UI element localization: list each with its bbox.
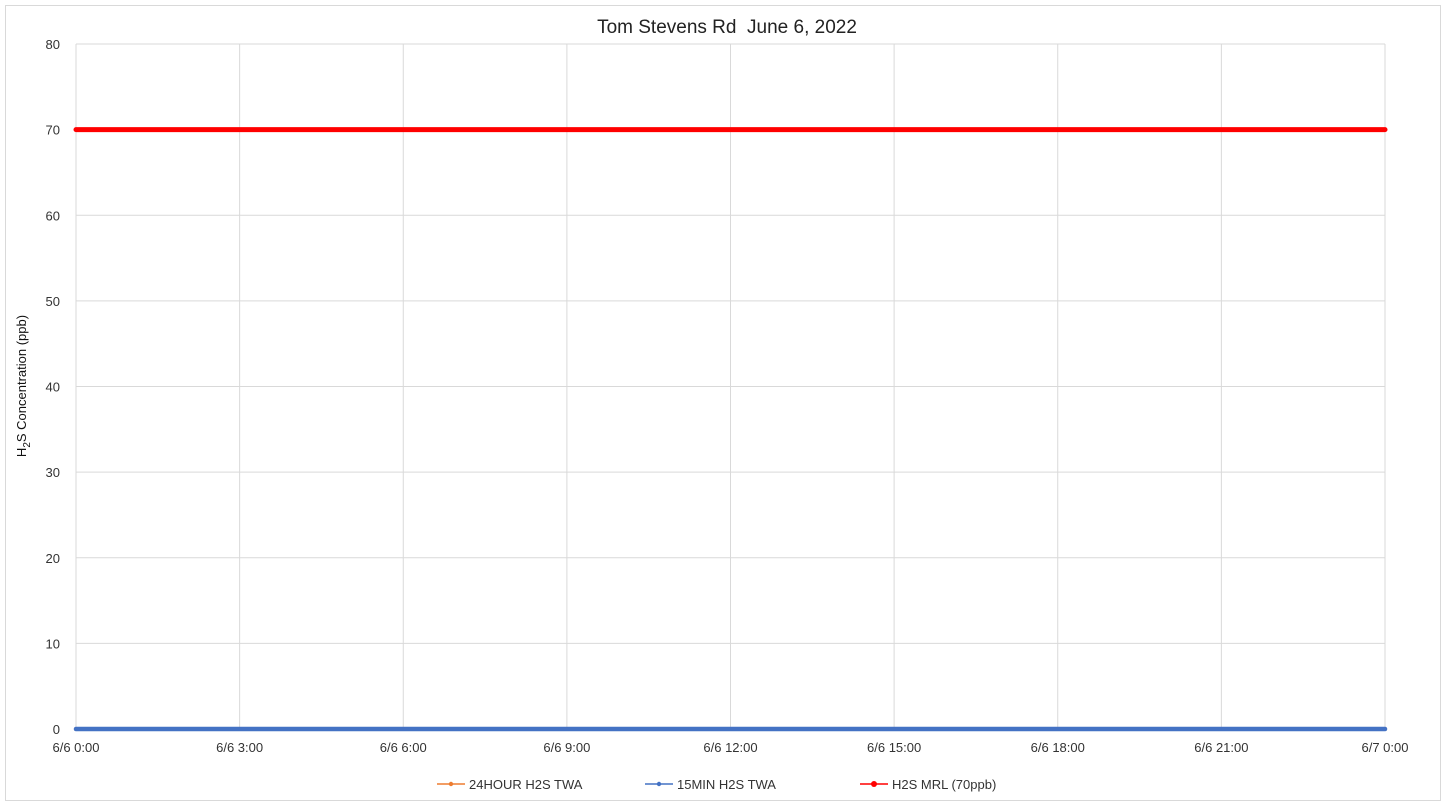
x-tick-label-6: 6/6 18:00	[1031, 740, 1085, 755]
chart-title: Tom Stevens Rd June 6, 2022	[597, 17, 857, 38]
x-tick-label-3: 6/6 9:00	[543, 740, 590, 755]
x-tick-label-8: 6/7 0:00	[1362, 740, 1409, 755]
y-tick-label-60: 60	[46, 208, 60, 223]
x-tick-label-0: 6/6 0:00	[53, 740, 100, 755]
chart-frame	[5, 5, 1441, 801]
y-tick-label-40: 40	[46, 380, 60, 395]
y-axis-label-suffix: S Concentration (ppb)	[14, 315, 29, 442]
x-tick-label-5: 6/6 15:00	[867, 740, 921, 755]
legend-label-0: 24HOUR H2S TWA	[469, 777, 583, 792]
series-layer	[73, 127, 1388, 732]
y-axis-label: H2S Concentration (ppb)	[14, 315, 33, 457]
legend-label-1: 15MIN H2S TWA	[677, 777, 776, 792]
grid-lines	[75, 43, 1386, 730]
y-tick-label-50: 50	[46, 294, 60, 309]
y-tick-label-20: 20	[46, 551, 60, 566]
legend-label-2: H2S MRL (70ppb)	[892, 777, 996, 792]
legend-marker-2	[871, 781, 877, 787]
y-axis-label-subscript: 2	[22, 442, 33, 448]
y-tick-label-70: 70	[46, 123, 60, 138]
y-axis-ticks: 0 10 20 30 40 50 60 70 80	[46, 37, 60, 737]
x-axis-ticks: 6/6 0:00 6/6 3:00 6/6 6:00 6/6 9:00 6/6 12:0…	[53, 740, 1409, 755]
x-tick-label-2: 6/6 6:00	[380, 740, 427, 755]
x-tick-label-7: 6/6 21:00	[1194, 740, 1248, 755]
legend: 24HOUR H2S TWA 15MIN H2S TWA H2S MRL (70pp…	[437, 777, 996, 792]
x-tick-label-1: 6/6 3:00	[216, 740, 263, 755]
legend-marker-0	[448, 781, 454, 787]
x-tick-label-4: 6/6 12:00	[703, 740, 757, 755]
legend-marker-1	[656, 781, 662, 787]
y-axis-label-prefix: H	[14, 448, 29, 457]
y-tick-label-80: 80	[46, 37, 60, 52]
y-tick-label-10: 10	[46, 636, 60, 651]
y-tick-label-30: 30	[46, 465, 60, 480]
y-tick-label-0: 0	[53, 722, 60, 737]
